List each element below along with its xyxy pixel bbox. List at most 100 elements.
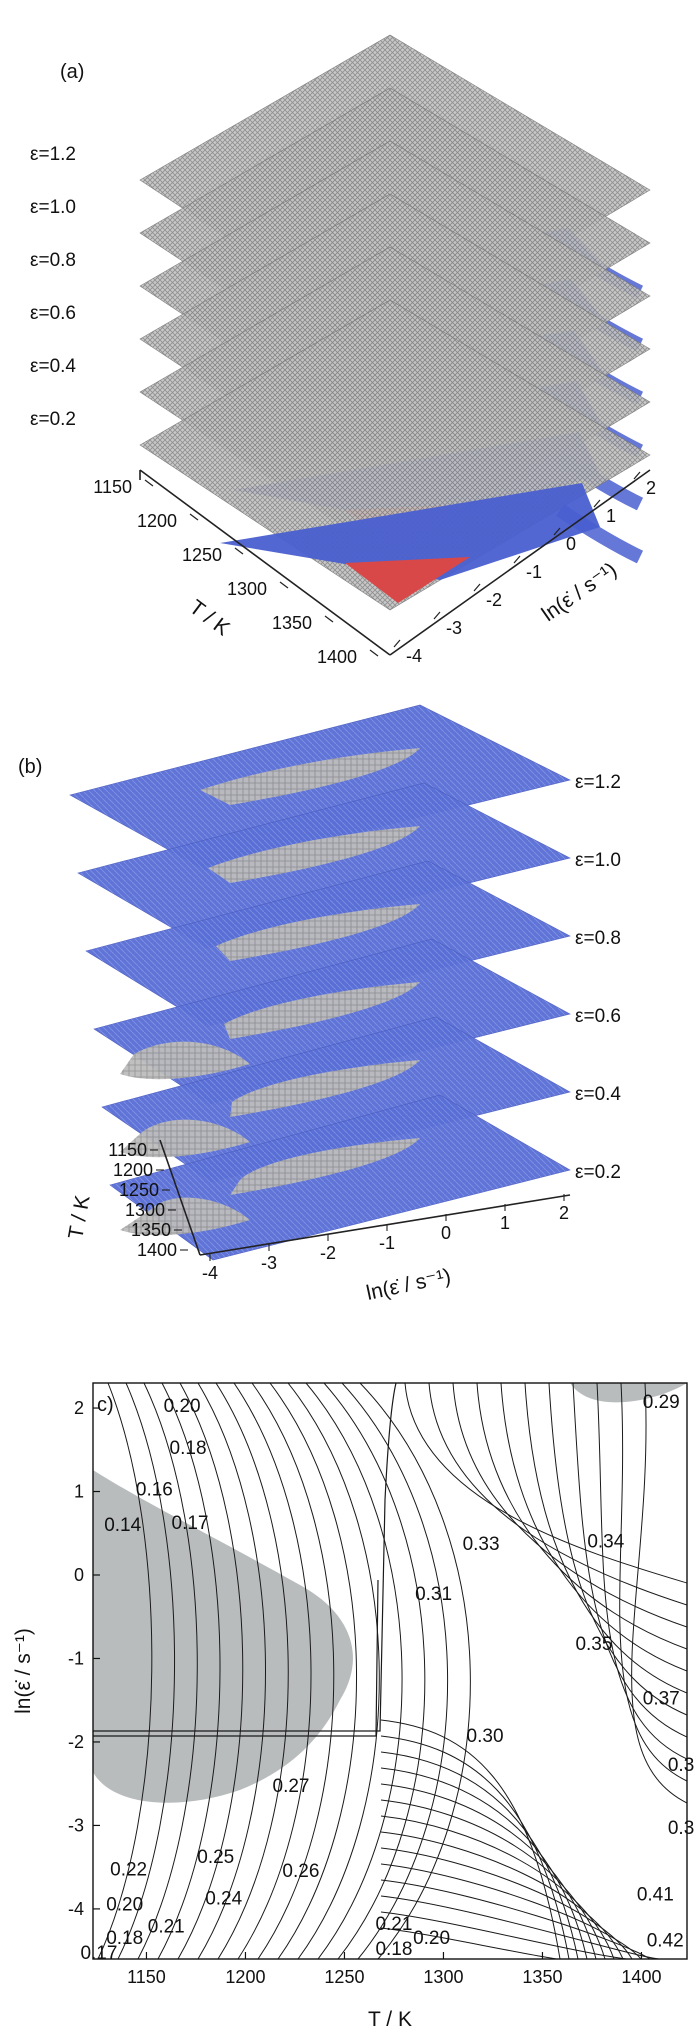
contour-lines (97, 1383, 687, 1959)
temperature-tick-label: 1200 (113, 1160, 153, 1180)
temperature-tick-mark (144, 479, 154, 487)
x-tick-label: 1350 (522, 1967, 562, 1987)
panel-b-ylabel: ln(ε̇ / s⁻¹) (364, 1265, 453, 1305)
strain-layer-2 (85, 860, 571, 1027)
contour-value-label: 0.20 (413, 1928, 450, 1949)
contour-value-label: 0.20 (106, 1895, 143, 1916)
strain-rate-tick-mark (633, 471, 641, 480)
strain-rate-tick-mark (553, 527, 561, 536)
contour-line (305, 1383, 403, 1959)
contour-line (500, 1383, 687, 1672)
contour-line (215, 1383, 289, 1959)
y-tick-label: -3 (68, 1815, 84, 1835)
strain-rate-tick-label: -4 (202, 1263, 218, 1283)
x-tick-label: 1200 (225, 1967, 265, 1987)
contour-line (97, 1383, 153, 1959)
contour-line (341, 1383, 448, 1959)
panel-a-ylabel: ln(ε̇ / s⁻¹) (538, 558, 621, 626)
temperature-tick-label: 1350 (131, 1220, 171, 1240)
panel-b-base-frame (159, 1139, 571, 1256)
contour-line (404, 1383, 687, 1584)
panel-b-strain-labels: ε=1.2 ε=1.0 ε=0.8 ε=0.6 ε=0.4 ε=0.2 (575, 772, 621, 1183)
y-tick-label: -4 (68, 1899, 84, 1919)
contour-line (596, 1383, 687, 1760)
panel-a-stack: (a) ε=1.2ε=1.0ε=0.8ε=0.6ε=0.4ε=0.2 1150 1… (30, 34, 656, 667)
contour-value-label: 0.3 (668, 1755, 694, 1776)
strain-rate-tick-label: -1 (379, 1233, 395, 1253)
contour-line (137, 1383, 198, 1959)
layer-red-region (345, 557, 470, 603)
strain-rate-tick-label: 2 (646, 478, 656, 498)
strain-label: ε=0.8 (30, 250, 76, 271)
strain-rate-tick-mark (433, 611, 441, 620)
plot-frame (92, 1382, 688, 1960)
instability-region-left (93, 1470, 353, 1803)
contour-line (287, 1383, 380, 1959)
temperature-tick-mark (234, 547, 244, 555)
strain-rate-tick-label: 0 (566, 534, 576, 554)
strain-rate-tick-mark (473, 583, 481, 592)
temperature-tick-label: 1250 (182, 545, 222, 565)
contour-line (233, 1383, 312, 1959)
contour-line (380, 1911, 668, 1959)
panel-b-xlabel: T / K (64, 1194, 94, 1241)
contour-value-label: 0.27 (273, 1776, 310, 1797)
panel-a-strain-labels: ε=1.2 ε=1.0 ε=0.8 ε=0.6 ε=0.4 ε=0.2 (30, 144, 76, 430)
contour-line (323, 1383, 426, 1959)
strain-rate-tick-label: -4 (406, 646, 422, 666)
contour-line (380, 1815, 615, 1959)
strain-layer-5 (139, 299, 651, 611)
strain-layer-0 (69, 704, 571, 871)
layer-grey-region (208, 826, 420, 883)
panel-a-layers (139, 34, 651, 611)
contour-value-label: 0.18 (106, 1928, 143, 1949)
temperature-tick-label: 1300 (227, 579, 267, 599)
contour-line (428, 1383, 687, 1606)
panel-b-layers (69, 704, 571, 1261)
temperature-tick-label: 1400 (317, 647, 357, 667)
contour-value-label: 0.35 (575, 1634, 612, 1655)
contour-line (197, 1383, 266, 1959)
x-tick-label: 1250 (324, 1967, 364, 1987)
strain-label: ε=0.8 (575, 928, 621, 949)
contour-value-label: 0.20 (164, 1396, 201, 1417)
contour-line (380, 1863, 642, 1959)
layer-blue-surface (77, 782, 571, 949)
temperature-tick-mark (189, 513, 199, 521)
contour-line (524, 1383, 687, 1694)
contour-value-label: 0.24 (205, 1889, 242, 1910)
strain-label: ε=1.0 (575, 850, 621, 871)
contour-line (380, 1927, 677, 1959)
temperature-tick-label: 1150 (93, 477, 132, 497)
y-tick-label: 0 (74, 1565, 84, 1585)
contour-value-labels: 0.200.180.160.14 0.170.33 0.340.310.350.37… (80, 1392, 694, 1964)
layer-grey-region (230, 1060, 420, 1117)
strain-rate-tick-mark (593, 499, 601, 508)
panel-c-contour-map: 1150 1200 1250 1300 1350 1400 2 1 0 -1 -2 -3 -4 0.20… (12, 1382, 694, 2031)
contour-line (631, 1383, 687, 1804)
strain-rate-tick-mark (393, 639, 401, 648)
contour-line (452, 1383, 687, 1628)
contour-line (359, 1383, 471, 1959)
panel-a-label: (a) (60, 61, 84, 83)
layer-grey-region-left (120, 1041, 250, 1080)
contour-value-label: 0.16 (136, 1480, 173, 1501)
y-tick-label: 1 (74, 1482, 84, 1502)
strain-label: ε=0.4 (575, 1084, 621, 1105)
strain-rate-tick-label: 0 (441, 1223, 451, 1243)
y-tick-label: -2 (68, 1732, 84, 1752)
contour-line (572, 1383, 687, 1738)
contour-value-label: 0.37 (643, 1688, 680, 1709)
strain-rate-tick-label: -1 (526, 562, 542, 582)
strain-label: ε=1.2 (575, 772, 621, 793)
contour-line (476, 1383, 687, 1650)
strain-label: ε=0.2 (30, 409, 76, 430)
contour-line (380, 1879, 651, 1959)
contour-value-label: 0.26 (282, 1861, 319, 1882)
contour-line (619, 1383, 687, 1782)
instability-band-upper (93, 1383, 397, 1732)
axis-ticks: 1150 1200 1250 1300 1350 1400 2 1 0 -1 -2 -3 -4 (68, 1398, 661, 1987)
y-tick-label: 2 (74, 1398, 84, 1418)
strain-rate-tick-mark (513, 555, 521, 564)
